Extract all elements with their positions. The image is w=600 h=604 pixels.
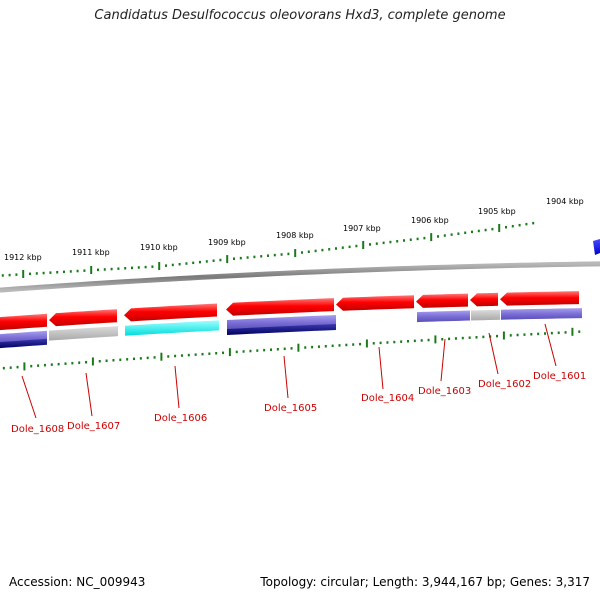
scale-label: 1912 kbp [4,253,42,262]
gene-label: Dole_1603 [418,386,471,397]
gene-label: Dole_1605 [264,403,317,414]
gene-arrow-blue [593,239,600,255]
scale-label: 1905 kbp [478,207,516,216]
scale-label: 1910 kbp [140,243,178,252]
scale-label: 1909 kbp [208,238,246,247]
gene-label: Dole_1601 [533,371,586,382]
gene-layer [0,239,600,349]
accession-text: Accession: NC_009943 [9,575,146,589]
gene-label: Dole_1602 [478,379,531,390]
gene-leader-line [174,365,180,409]
gene-label: Dole_1604 [361,393,414,404]
forward-gene-arrow [124,303,217,322]
gene-leader-line [85,372,93,417]
gene-leader-line [440,338,446,382]
genome-backbone [0,261,600,293]
backbone-layer [0,261,600,293]
scale-label: 1904 kbp [546,197,584,206]
forward-gene-arrow [0,313,47,331]
gene-leader-line [283,355,289,399]
forward-gene-arrow [336,295,414,311]
scale-label: 1911 kbp [72,248,110,257]
gene-leader-line [21,375,37,419]
map-title: Candidatus Desulfococcus oleovorans Hxd3… [94,8,506,23]
cds-band-purple [417,310,470,323]
cds-band-navy [227,324,336,335]
forward-gene-arrow [416,293,468,308]
forward-gene-arrow [470,292,498,307]
gene-leader-line [544,323,557,367]
forward-gene-arrow [500,291,579,306]
scale-label: 1908 kbp [276,231,314,240]
scale-label: 1906 kbp [411,216,449,225]
gene-label: Dole_1608 [11,424,64,435]
genome-summary: Topology: circular; Length: 3,944,167 bp… [260,575,590,589]
label-layer: Dole_1608 Dole_1607 Dole_1606 Dole_1605 Dole… [11,323,586,435]
cds-band-navy [0,338,47,349]
cds-band-purple [501,308,582,320]
cds-band-cyan [125,320,219,336]
scale-label: 1907 kbp [343,224,381,233]
cds-band-gray [49,326,118,341]
gene-leader-line [378,346,384,390]
cds-band-gray [471,309,500,321]
gene-label: Dole_1607 [67,421,120,432]
scale-layer: 1912 kbp 1911 kbp 1910 kbp 1909 kbp 1908 kbp… [1,197,584,371]
gene-leader-line [488,332,499,375]
gene-label: Dole_1606 [154,413,207,424]
forward-gene-arrow [226,298,334,316]
cds-band-purple [227,315,336,330]
forward-gene-arrow [49,309,117,327]
